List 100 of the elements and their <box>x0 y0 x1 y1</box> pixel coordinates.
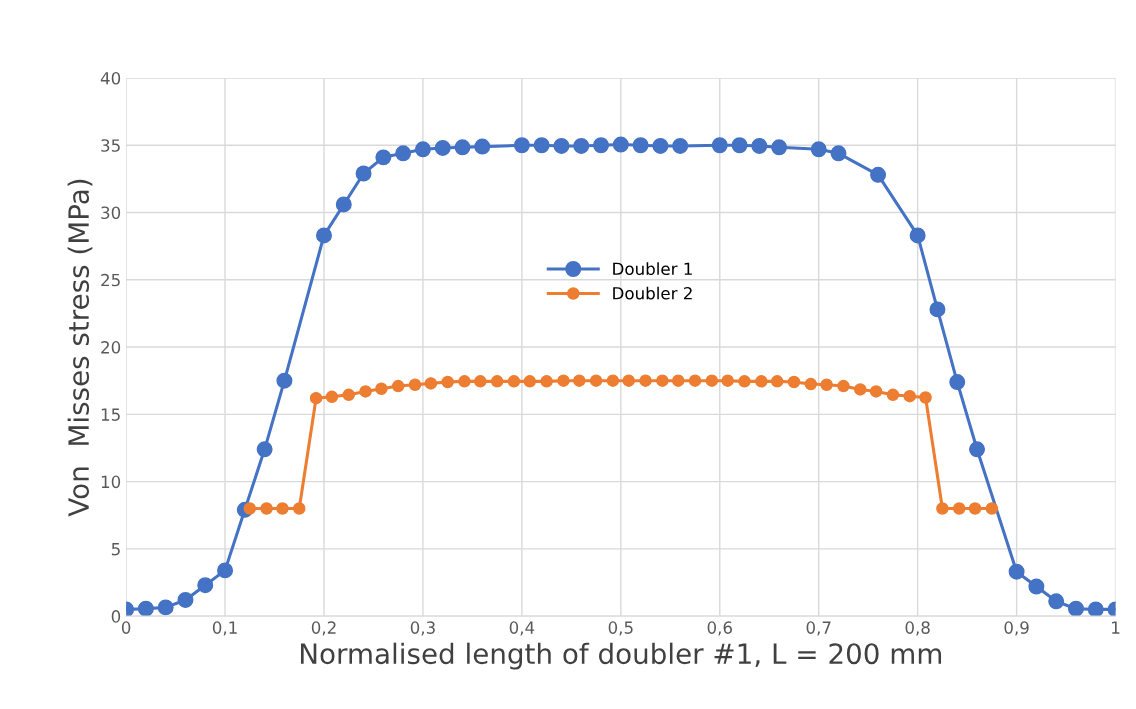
point <box>919 391 932 404</box>
point <box>573 137 590 154</box>
point <box>523 375 537 388</box>
point <box>1008 563 1025 580</box>
point <box>731 137 748 154</box>
point <box>414 141 431 158</box>
point <box>705 374 719 387</box>
point <box>787 375 801 389</box>
x-tick-label: 0,3 <box>410 621 435 636</box>
point <box>949 374 966 391</box>
point <box>1028 578 1045 595</box>
x-tick-label: 0,8 <box>905 621 930 636</box>
x-tick-label: 0,1 <box>212 621 237 636</box>
x-tick-label: 0 <box>121 621 131 634</box>
point <box>903 389 916 403</box>
point <box>672 137 689 154</box>
point <box>952 502 966 515</box>
point <box>810 141 827 158</box>
point <box>936 502 949 515</box>
point <box>256 441 273 458</box>
point <box>606 374 620 387</box>
point <box>1048 593 1065 610</box>
point <box>804 377 818 391</box>
point <box>395 145 412 162</box>
point <box>474 138 491 155</box>
point <box>408 378 422 391</box>
point <box>656 374 669 387</box>
x-tick-label: 0,5 <box>608 621 633 636</box>
x-tick-label: 1 <box>1112 621 1120 634</box>
point <box>441 375 454 389</box>
y-tick-label: 10 <box>101 475 121 489</box>
point <box>507 375 521 388</box>
point <box>309 391 323 405</box>
point <box>513 137 530 154</box>
point <box>612 136 629 153</box>
point <box>293 502 306 515</box>
point <box>424 377 438 390</box>
point <box>711 137 728 154</box>
point <box>359 385 372 398</box>
point <box>854 383 867 396</box>
y-tick-label: 15 <box>101 408 120 421</box>
point <box>969 441 986 458</box>
point <box>276 502 289 515</box>
x-tick-label: 0,4 <box>509 621 535 636</box>
legend-label: Doubler 2 <box>613 286 692 300</box>
point <box>375 149 392 166</box>
point <box>909 227 926 244</box>
point <box>434 139 451 156</box>
point <box>639 374 652 387</box>
point <box>391 379 405 393</box>
x-tick-label: 0,2 <box>311 621 336 636</box>
point <box>622 374 635 387</box>
point <box>533 137 550 154</box>
point <box>474 375 487 388</box>
point <box>490 375 504 388</box>
point <box>454 139 471 156</box>
point <box>820 378 833 391</box>
point <box>325 390 339 404</box>
point <box>375 382 388 396</box>
point <box>1067 600 1084 617</box>
y-tick-label: 0 <box>111 610 121 623</box>
point <box>217 562 234 579</box>
point <box>869 385 883 398</box>
y-tick-label: 40 <box>100 71 121 85</box>
y-tick-label: 5 <box>111 543 120 556</box>
point <box>929 301 946 318</box>
point <box>316 227 332 244</box>
point <box>573 374 586 387</box>
point <box>632 137 649 154</box>
point <box>837 379 850 393</box>
x-axis-title: Normalised length of doubler #1, L = 200 mm <box>300 642 942 670</box>
point <box>985 502 999 515</box>
x-tick-label: 0,6 <box>707 621 732 636</box>
point <box>593 137 610 154</box>
point <box>355 165 372 182</box>
point <box>830 145 847 162</box>
point <box>968 502 982 515</box>
x-tick-label: 0,7 <box>806 621 831 636</box>
point <box>870 166 887 183</box>
point <box>886 388 900 402</box>
point <box>342 388 355 402</box>
point <box>721 374 734 387</box>
legend-label: Doubler 1 <box>613 262 692 276</box>
y-tick-label: 30 <box>101 206 121 220</box>
point <box>755 375 768 388</box>
point <box>770 375 784 388</box>
y-axis-title: Von Misses stress (MPa) <box>67 179 93 517</box>
point <box>177 591 194 608</box>
point <box>589 374 603 387</box>
point <box>458 375 471 388</box>
point <box>738 375 751 388</box>
y-tick-label: 20 <box>101 341 121 354</box>
point <box>260 502 273 515</box>
point <box>197 577 214 594</box>
point <box>540 375 553 388</box>
point <box>1087 601 1104 617</box>
point <box>751 137 768 154</box>
point <box>652 137 669 154</box>
point <box>276 372 293 389</box>
point <box>671 374 685 387</box>
